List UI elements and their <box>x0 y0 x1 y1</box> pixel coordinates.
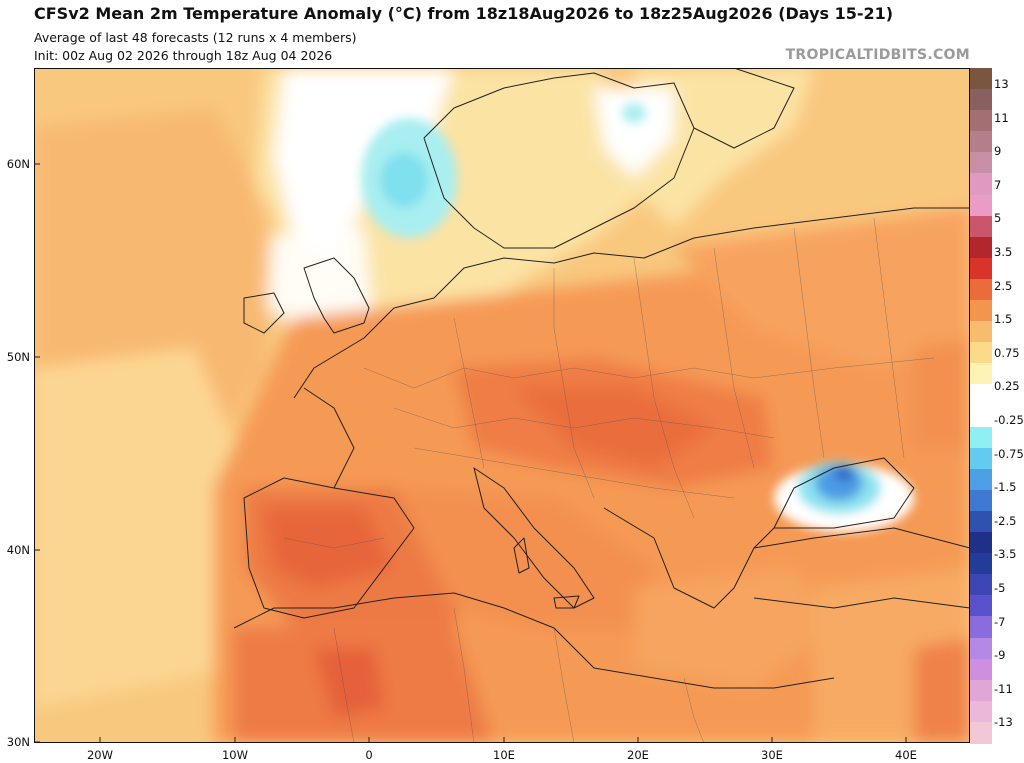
colorbar-segment <box>970 278 992 301</box>
colorbar-segment <box>970 595 992 617</box>
map-canvas <box>34 68 970 743</box>
lon-label-20w: 20W <box>86 748 113 762</box>
colorbar-segment <box>970 173 992 196</box>
colorbar-label: -7 <box>994 614 1006 629</box>
colorbar-segment <box>970 468 992 491</box>
colorbar-label: 5 <box>994 211 1002 226</box>
colorbar-segment <box>970 363 992 385</box>
colorbar-label: 13 <box>994 77 1009 91</box>
map-frame <box>34 68 970 743</box>
colorbar-segment <box>970 236 992 259</box>
colorbar-segment <box>970 510 992 533</box>
colorbar-label: 3.5 <box>994 245 1013 259</box>
colorbar-label: -5 <box>994 581 1006 595</box>
colorbar-label: -11 <box>994 681 1013 696</box>
anomaly-map <box>34 68 970 743</box>
colorbar-label: -1.5 <box>994 480 1017 495</box>
colorbar-segment <box>970 110 992 132</box>
colorbar-label: 7 <box>994 177 1002 192</box>
colorbar-label: 11 <box>994 110 1009 125</box>
lat-label-30n: 30N <box>6 735 30 749</box>
country-borders <box>283 217 935 743</box>
colorbar-label: 0.75 <box>994 345 1020 360</box>
colorbar-label: 1.5 <box>994 312 1013 327</box>
colorbar-label: 2.5 <box>994 278 1013 293</box>
coastlines <box>233 68 970 689</box>
colorbar-segment <box>970 152 992 174</box>
colorbar-segment <box>970 215 992 238</box>
colorbar-segment <box>970 342 992 364</box>
colorbar-segment <box>970 321 992 343</box>
subtitle-average: Average of last 48 forecasts (12 runs x … <box>34 30 357 45</box>
colorbar-segment <box>970 489 992 512</box>
subtitle-init: Init: 00z Aug 02 2026 through 18z Aug 04… <box>34 48 333 63</box>
colorbar-label: -0.25 <box>994 413 1024 427</box>
colorbar-segment <box>970 658 992 681</box>
colorbar-segment <box>970 89 992 111</box>
lon-label-30e: 30E <box>761 748 783 762</box>
lon-label-10w: 10W <box>221 748 248 762</box>
colorbar-segment <box>970 553 992 575</box>
colorbar-label: 0.25 <box>994 379 1020 394</box>
brand-watermark: TROPICALTIDBITS.COM <box>785 47 970 63</box>
colorbar-segment <box>970 532 992 554</box>
colorbar-segment <box>970 194 992 217</box>
colorbar-segment <box>970 700 992 723</box>
colorbar-segment <box>970 257 992 280</box>
colorbar-segment <box>970 637 992 660</box>
colorbar <box>970 68 992 744</box>
colorbar-label: -3.5 <box>994 547 1017 562</box>
colorbar-label: -9 <box>994 648 1006 663</box>
colorbar-label: -13 <box>994 715 1013 730</box>
colorbar-segment <box>970 68 992 90</box>
colorbar-label: 9 <box>994 144 1002 159</box>
lat-label-40n: 40N <box>6 543 30 557</box>
lat-label-60n: 60N <box>6 157 30 171</box>
cold-anomaly-north <box>361 103 646 238</box>
colorbar-segment <box>970 574 992 596</box>
lon-label-40e: 40E <box>895 748 917 762</box>
anomaly-shading <box>34 68 970 743</box>
colorbar-segment <box>970 426 992 449</box>
colorbar-segment <box>970 405 992 428</box>
colorbar-segment <box>970 131 992 153</box>
lat-label-50n: 50N <box>6 350 30 364</box>
colorbar-label: -0.75 <box>994 446 1024 461</box>
colorbar-segment <box>970 447 992 470</box>
map-title: CFSv2 Mean 2m Temperature Anomaly (°C) f… <box>34 4 894 23</box>
colorbar-segment <box>970 300 992 322</box>
colorbar-segment <box>970 679 992 702</box>
colorbar-segment <box>970 616 992 639</box>
colorbar-label: -2.5 <box>994 513 1017 528</box>
colorbar-segment <box>970 384 992 406</box>
colorbar-segment <box>970 721 992 744</box>
lon-label-0: 0 <box>365 748 373 762</box>
lon-label-20e: 20E <box>627 748 649 762</box>
lon-label-10e: 10E <box>493 748 515 762</box>
